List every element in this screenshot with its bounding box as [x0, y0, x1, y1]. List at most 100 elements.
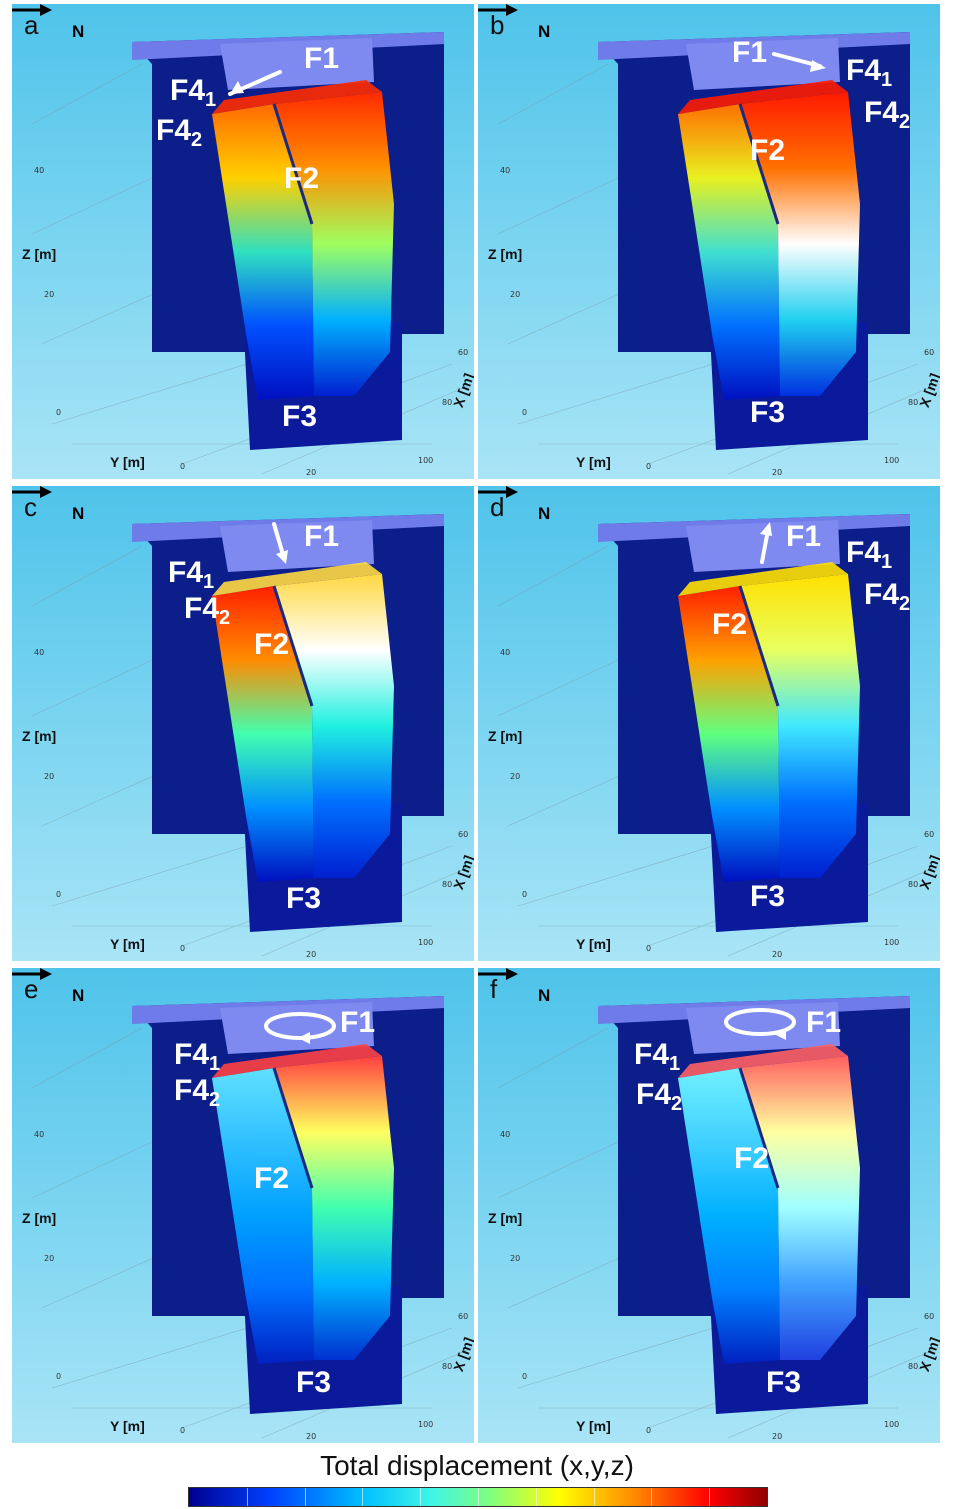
colorbar-tick: [362, 1488, 364, 1506]
z-tick: 0: [522, 1372, 528, 1381]
label-F1: F1: [732, 36, 768, 69]
colorbar-tick: [420, 1488, 422, 1506]
panel-letter: f: [490, 974, 498, 1004]
colorbar-tick: [535, 1488, 537, 1506]
column-face-left: [678, 1068, 780, 1364]
z-tick: 20: [510, 1254, 521, 1263]
label-F1: F1: [786, 520, 822, 553]
colorbar-tick: [478, 1488, 479, 1506]
fault-plane-F1: [220, 520, 374, 572]
y-tick: 0: [646, 944, 652, 953]
model-render-a: [31, 32, 473, 475]
fault-plane-F1: [686, 1002, 840, 1054]
column-top: [678, 1044, 848, 1078]
y-tick: 0: [646, 462, 652, 471]
colorbar-tick: [304, 1488, 306, 1506]
z-tick: 20: [44, 1254, 55, 1263]
label-F1: F1: [340, 1006, 376, 1039]
x-tick: 80: [908, 1362, 919, 1371]
panel-letter: e: [24, 974, 39, 1004]
label-F4-2: F42: [156, 114, 203, 151]
panel-d: d N F1 F41 F42 F2 F3 Z [m] Y [m] X [m] 40 20 0 0 20 100…: [478, 486, 940, 961]
panel-letter: c: [24, 492, 37, 522]
label-F4-2: F42: [864, 578, 911, 615]
y-tick: 100: [418, 456, 434, 465]
column-face-right: [740, 92, 860, 396]
z-axis-label: Z [m]: [488, 1210, 523, 1226]
north-label: N: [72, 504, 85, 523]
column-face-right: [740, 574, 860, 878]
y-tick: 20: [306, 468, 317, 477]
column-top: [212, 1044, 382, 1078]
z-tick: 40: [500, 1130, 511, 1139]
z-tick: 0: [522, 890, 528, 899]
z-tick: 0: [522, 408, 528, 417]
column-top: [678, 80, 848, 114]
column-face-left: [678, 586, 780, 882]
label-F1: F1: [806, 1006, 842, 1039]
model-render-e: [31, 996, 473, 1439]
label-F2: F2: [750, 134, 786, 167]
panel-f: f N F1 F41 F42 F2 F3 Z [m] Y [m] X [m] 40 20 0 0 20 100…: [478, 968, 940, 1443]
label-F2: F2: [254, 1162, 290, 1195]
label-F4-2: F42: [184, 592, 231, 629]
north-arrow-icon: [478, 968, 518, 980]
model-render-c: [31, 514, 473, 957]
motion-arrow-right: [772, 52, 826, 72]
fracture-F2: [738, 103, 780, 225]
colorbar-tick: [593, 1488, 595, 1506]
label-F4-1: F41: [846, 54, 893, 91]
colorbar-tick: [246, 1488, 248, 1506]
label-F2: F2: [284, 162, 320, 195]
label-F4-1: F41: [174, 1038, 221, 1075]
north-arrow-icon: [12, 968, 52, 980]
fracture-F2: [738, 585, 780, 707]
y-tick: 0: [646, 1426, 652, 1435]
label-F3: F3: [750, 396, 786, 429]
fracture-F2: [272, 1067, 314, 1189]
z-tick: 40: [500, 166, 511, 175]
label-F2: F2: [712, 608, 748, 641]
y-axis-label: Y [m]: [576, 1418, 611, 1434]
y-tick: 20: [306, 950, 317, 959]
y-tick: 20: [772, 950, 783, 959]
fault-plane-F1: [686, 38, 840, 90]
z-tick: 40: [34, 1130, 45, 1139]
label-F3: F3: [766, 1366, 802, 1399]
x-tick: 80: [908, 880, 919, 889]
label-F4-2: F42: [174, 1074, 221, 1111]
motion-arrow-rotate-clockwise: [264, 1012, 336, 1044]
panel-c: c N F1 F41 F42 F2 F3 Z [m] Y [m] X [m] 40 20 0 0 20 100…: [12, 486, 474, 961]
north-label: N: [538, 986, 551, 1005]
y-axis-label: Y [m]: [576, 936, 611, 952]
panel-a: a N F1 F41 F42 F2 F3 Z [m] Y [m] X [m] 40 20 0 0 20 100…: [12, 4, 474, 479]
y-tick: 100: [418, 938, 434, 947]
panel-e: e N F1 F41 F42 F2 F3 Z [m] Y [m] X [m] 40 20 0 0 20 100…: [12, 968, 474, 1443]
label-F4-1: F41: [170, 74, 217, 111]
z-tick: 40: [500, 648, 511, 657]
x-tick: 60: [924, 1312, 935, 1321]
y-tick: 100: [884, 456, 900, 465]
x-tick: 60: [924, 348, 935, 357]
label-F4-1: F41: [168, 556, 215, 593]
motion-arrow-left: [228, 70, 282, 96]
z-tick: 20: [44, 772, 55, 781]
column-top: [678, 562, 848, 596]
fracture-F2: [272, 585, 314, 707]
colorbar-tick: [709, 1488, 711, 1506]
y-tick: 0: [180, 1426, 186, 1435]
label-F4-2: F42: [864, 96, 911, 133]
x-tick: 80: [442, 880, 453, 889]
north-label: N: [538, 504, 551, 523]
z-axis-label: Z [m]: [22, 246, 57, 262]
north-label: N: [72, 22, 85, 41]
label-F2: F2: [254, 628, 290, 661]
column-face-right: [274, 574, 394, 878]
column-face-right: [274, 92, 394, 396]
y-tick: 0: [180, 944, 186, 953]
fracture-F2: [738, 1067, 780, 1189]
label-F3: F3: [750, 880, 786, 913]
panel-letter: a: [24, 10, 39, 40]
z-tick: 20: [510, 772, 521, 781]
label-F1: F1: [304, 520, 340, 553]
